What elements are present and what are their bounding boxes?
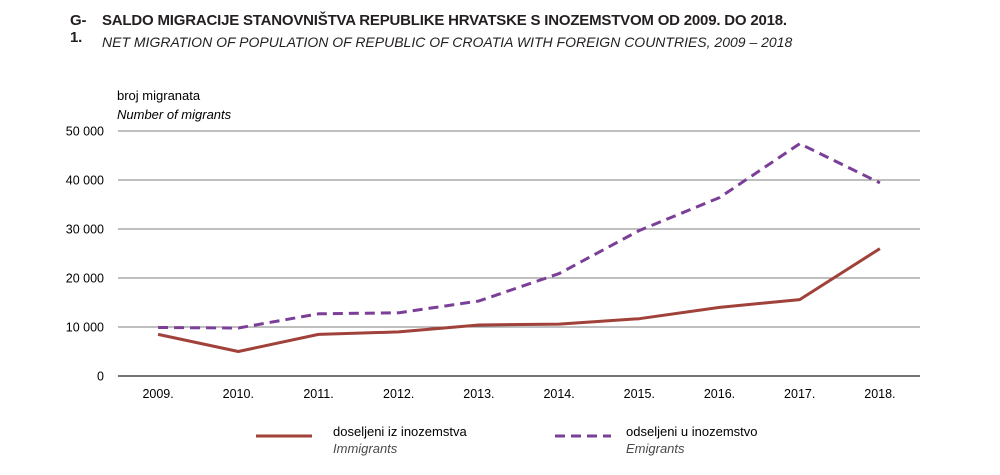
x-tick-label: 2010. — [223, 387, 254, 401]
y-tick-label: 0 — [97, 370, 104, 384]
legend-label-en: Emigrants — [626, 441, 685, 456]
y-tick-label: 40 000 — [66, 174, 104, 188]
figure-title: SALDO MIGRACIJE STANOVNIŠTVA REPUBLIKE H… — [102, 12, 787, 29]
x-tick-label: 2012. — [383, 387, 414, 401]
x-tick-label: 2011. — [303, 387, 333, 401]
emigrants-line — [158, 142, 881, 330]
x-tick-label: 2015. — [624, 387, 655, 401]
x-tick-label: 2018. — [864, 387, 895, 401]
figure-subtitle: NET MIGRATION OF POPULATION OF REPUBLIC … — [102, 34, 793, 50]
x-tick-label: 2014. — [543, 387, 574, 401]
grid-lines — [118, 130, 920, 377]
y-tick-label: 10 000 — [66, 321, 104, 335]
immigrants-line — [157, 247, 881, 353]
x-tick-label: 2016. — [704, 387, 735, 401]
legend-label: doseljeni iz inozemstva — [333, 424, 467, 439]
y-tick-label: 20 000 — [66, 272, 104, 286]
legend-label: odseljeni u inozemstvo — [626, 424, 758, 439]
y-axis-label: broj migranata — [117, 88, 201, 103]
x-tick-label: 2013. — [463, 387, 494, 401]
legend-label-en: Immigrants — [333, 441, 398, 456]
x-tick-label: 2017. — [784, 387, 815, 401]
x-tick-labels: 2009. 2010. 2011. 2012. 2013. 2014. 2015. 2016.… — [142, 387, 895, 401]
x-tick-label: 2009. — [142, 387, 173, 401]
y-tick-label: 30 000 — [66, 223, 104, 237]
y-tick-label: 50 000 — [66, 125, 104, 139]
y-axis-label-en: Number of migrants — [117, 107, 232, 122]
legend: doseljeni iz inozemstva Immigrants odselje… — [256, 424, 758, 456]
y-tick-labels: 0 10 000 20 000 30 000 40 000 50 000 — [66, 125, 104, 384]
series-lines — [157, 142, 881, 353]
figure-number: G-1. — [70, 12, 87, 46]
